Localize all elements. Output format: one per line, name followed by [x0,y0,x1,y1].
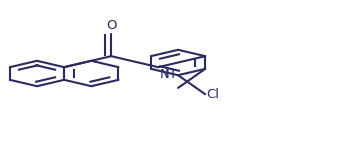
Text: H: H [165,68,175,81]
Text: Cl: Cl [207,88,220,101]
Text: N: N [159,68,169,81]
Text: O: O [106,19,116,32]
